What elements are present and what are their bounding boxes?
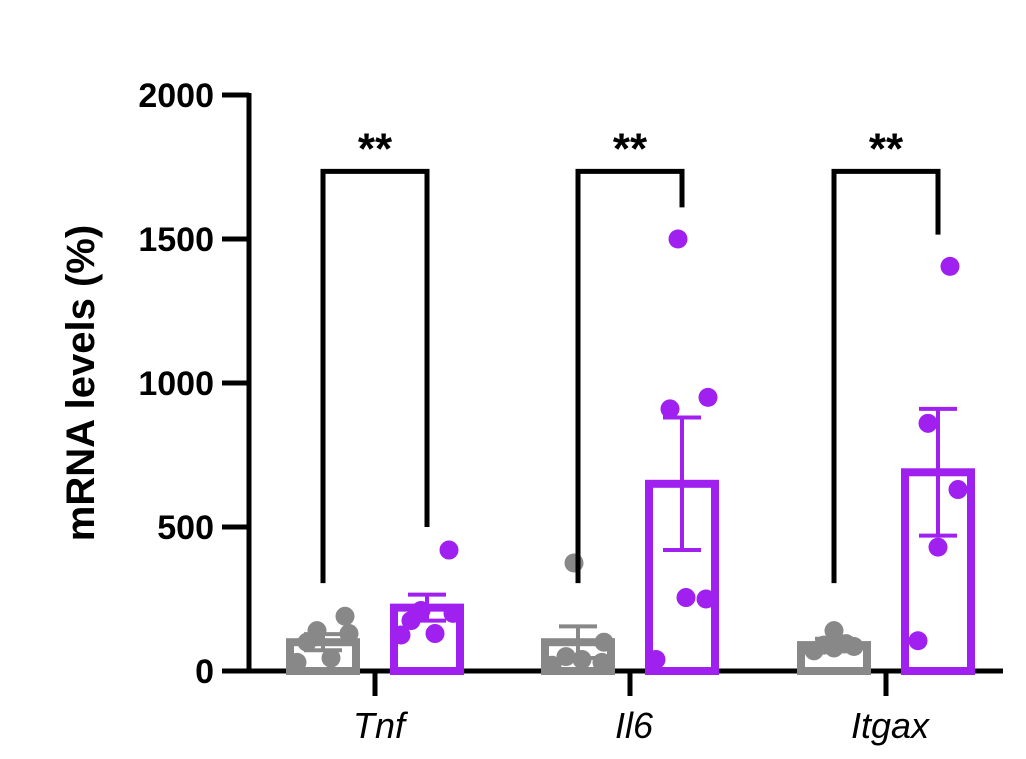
data-point bbox=[660, 399, 680, 419]
data-point bbox=[646, 649, 666, 669]
data-point bbox=[335, 606, 355, 626]
data-point bbox=[814, 635, 834, 655]
y-axis-title: mRNA levels (%) bbox=[59, 225, 103, 541]
data-point bbox=[948, 480, 968, 500]
significance-label: ** bbox=[613, 124, 648, 173]
data-point bbox=[824, 621, 844, 641]
bars bbox=[286, 468, 975, 676]
significance-bracket bbox=[831, 168, 941, 584]
significance-label: ** bbox=[869, 124, 904, 173]
axes bbox=[246, 93, 1003, 674]
data-point bbox=[668, 229, 688, 249]
data-point bbox=[556, 647, 576, 667]
y-tick-label: 2000 bbox=[138, 77, 214, 115]
y-tick-label: 0 bbox=[195, 653, 214, 691]
data-point bbox=[425, 624, 445, 644]
data-point bbox=[592, 652, 612, 672]
data-point bbox=[836, 634, 856, 654]
data-point bbox=[307, 621, 327, 641]
x-tick-label: Itgax bbox=[851, 705, 931, 746]
data-point bbox=[918, 413, 938, 433]
data-points bbox=[287, 229, 968, 675]
data-point bbox=[321, 648, 341, 668]
data-point bbox=[698, 387, 718, 407]
data-point bbox=[542, 655, 562, 675]
significance-bracket bbox=[320, 168, 430, 584]
data-point bbox=[564, 553, 584, 573]
data-point bbox=[676, 588, 696, 608]
x-tick-label: Il6 bbox=[615, 705, 654, 746]
data-point bbox=[572, 649, 592, 669]
data-point bbox=[908, 631, 928, 651]
data-point bbox=[411, 601, 431, 621]
significance-annotations: ** ** ** bbox=[320, 124, 941, 584]
data-point bbox=[391, 625, 411, 645]
x-labels: Tnf Il6 Itgax bbox=[353, 671, 931, 746]
significance-bracket bbox=[575, 168, 685, 584]
data-point bbox=[339, 624, 359, 644]
data-point bbox=[287, 652, 307, 672]
data-point bbox=[439, 540, 459, 560]
y-tick-label: 1500 bbox=[138, 221, 214, 259]
significance-label: ** bbox=[358, 124, 393, 173]
data-point bbox=[928, 537, 948, 557]
data-point bbox=[594, 632, 614, 652]
y-tick-label: 1000 bbox=[138, 365, 214, 403]
data-point bbox=[940, 256, 960, 276]
y-tick-label: 500 bbox=[157, 509, 214, 547]
x-tick-label: Tnf bbox=[353, 705, 409, 746]
y-ticks: 0 500 1000 1500 2000 bbox=[138, 77, 249, 691]
data-point bbox=[443, 603, 463, 623]
data-point bbox=[696, 589, 716, 609]
